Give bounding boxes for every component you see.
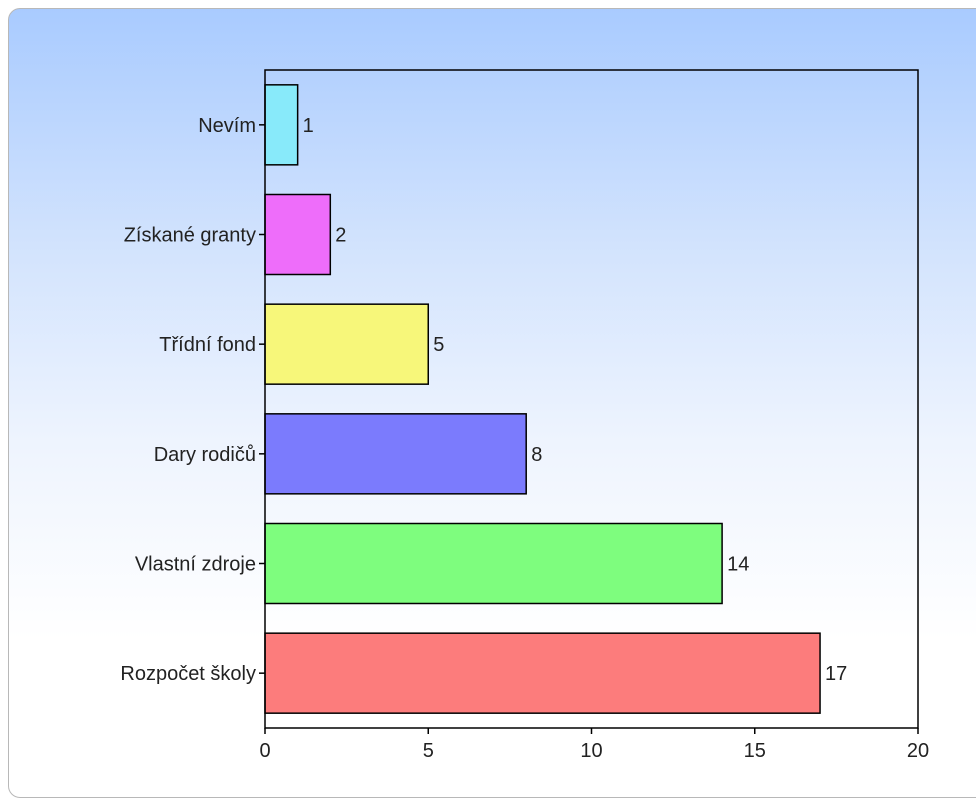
x-tick-label: 0 — [259, 740, 270, 762]
x-tick-label: 5 — [423, 740, 434, 762]
category-label: Třídní fond — [159, 334, 256, 356]
bar-vlastn-zdroje — [264, 522, 723, 605]
value-label: 5 — [433, 334, 444, 356]
bar-rozpo-et-koly — [264, 632, 821, 714]
ticks-layer — [259, 124, 919, 734]
plot-frame — [264, 69, 919, 729]
bars-layer — [264, 84, 821, 714]
category-label: Získané granty — [124, 225, 256, 247]
bar-z-skan-granty — [264, 193, 332, 276]
bar-t-dn-fond — [264, 303, 429, 385]
bar-dary-rodi- — [264, 413, 527, 495]
x-tick-label: 20 — [907, 740, 929, 762]
value-label: 2 — [335, 225, 346, 247]
bar-nev-m — [264, 84, 299, 166]
value-label: 1 — [303, 115, 314, 137]
x-tick-label: 15 — [744, 740, 766, 762]
category-label: Rozpočet školy — [120, 663, 256, 685]
value-label: 8 — [531, 444, 542, 466]
value-label: 14 — [727, 554, 749, 576]
category-label: Nevím — [198, 115, 256, 137]
category-label: Vlastní zdroje — [135, 554, 256, 576]
value-label: 17 — [825, 663, 847, 685]
x-tick-label: 10 — [580, 740, 602, 762]
category-label: Dary rodičů — [154, 444, 256, 466]
labels-layer: Nevím 1 Získané granty 2 Třídní fond 5 Dary ro… — [120, 115, 929, 762]
